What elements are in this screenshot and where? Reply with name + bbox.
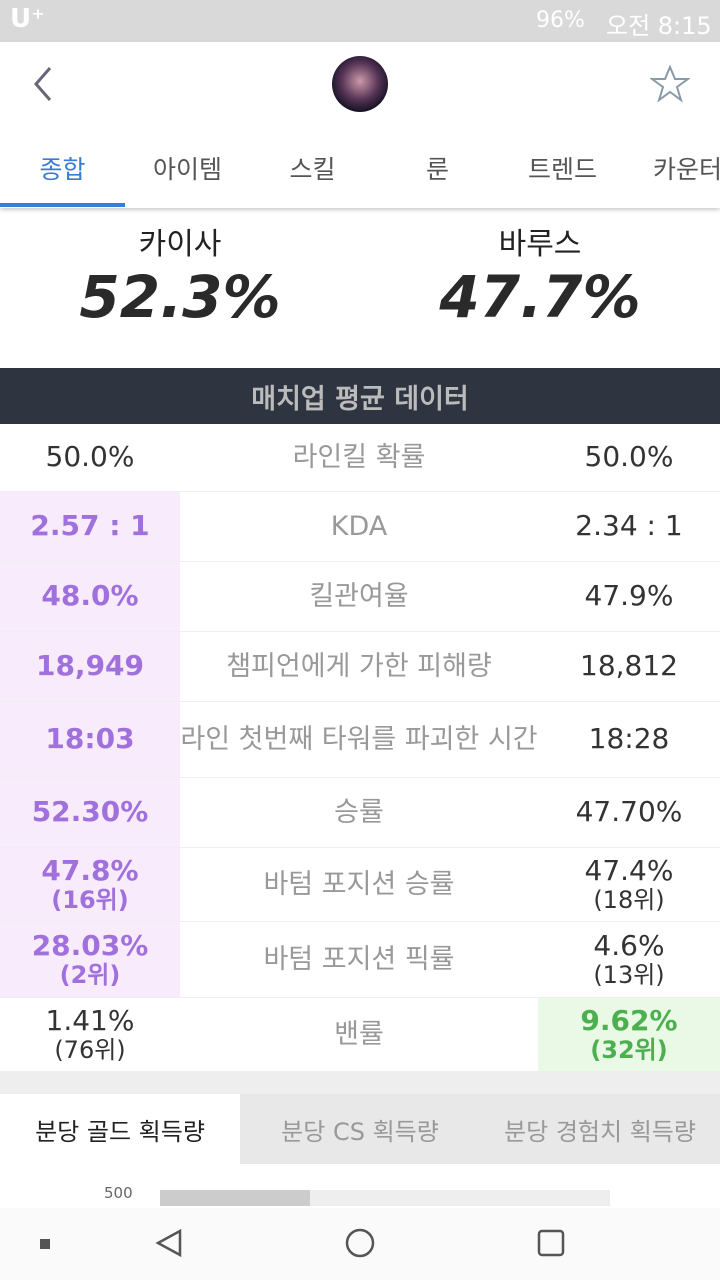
stat-tab[interactable]: 분당 골드 획득량 (0, 1094, 240, 1164)
chart-tick: 500 (104, 1184, 133, 1202)
champion-avatar (332, 56, 388, 112)
right-value: 47.70% (538, 778, 720, 847)
value: 52.30% (31, 795, 149, 829)
nav-buttons (40, 1228, 565, 1258)
favorite-star[interactable] (650, 64, 690, 104)
rank: (13위) (593, 960, 665, 989)
left-value: 47.8% (16위) (0, 848, 180, 921)
stat-label: 라인킬 확률 (292, 441, 426, 473)
table-title: 매치업 평균 데이터 (0, 368, 720, 424)
tab-indicator (0, 203, 125, 207)
stat-label: 바텀 포지션 픽률 (263, 943, 455, 975)
stat-label: 바텀 포지션 승률 (263, 868, 455, 900)
value: 47.9% (584, 579, 674, 613)
left-value: 2.57 : 1 (0, 492, 180, 561)
value: 47.4% (584, 853, 674, 887)
tab[interactable]: 아이템 (152, 155, 222, 184)
right-champion: 바루스 47.7% (360, 215, 720, 335)
stat-label: 밴률 (334, 1018, 384, 1050)
battery: 96% (536, 8, 585, 33)
value: 18,949 (35, 649, 145, 683)
left-value: 1.41% (76위) (0, 998, 180, 1071)
value: 47.8% (41, 853, 139, 887)
champion-name: 카이사 (138, 227, 222, 262)
divider (0, 1072, 720, 1094)
value: 50.0% (45, 440, 135, 474)
rank: (32위) (590, 1035, 668, 1064)
table-row[interactable]: 18,949 챔피언에게 가한 피해량 18,812 (0, 632, 720, 702)
rank: (76위) (54, 1035, 126, 1064)
right-value: 47.4% (18위) (538, 848, 720, 921)
stat-label: 승률 (334, 796, 384, 828)
win-rate: 47.7% (439, 263, 641, 331)
tab[interactable]: 룬 (425, 155, 449, 184)
tab[interactable]: 종합 (39, 155, 86, 184)
value: 2.57 : 1 (30, 509, 150, 543)
stat-label: 킬관여율 (309, 580, 409, 612)
table-row[interactable]: 2.57 : 1 KDA 2.34 : 1 (0, 492, 720, 562)
tab[interactable]: 트렌드 (527, 155, 597, 184)
left-value: 18,949 (0, 632, 180, 701)
header: 종합 아이템 스킬 룬 트렌드 카운터 (0, 42, 720, 208)
status-bar: U⁺ 96% 오전 8:15 (0, 0, 720, 42)
win-rate: 52.3% (79, 263, 281, 331)
tab[interactable]: 카운터 (652, 155, 720, 184)
table-row[interactable]: 47.8% (16위) 바텀 포지션 승률 47.4% (18위) (0, 848, 720, 922)
left-value: 48.0% (0, 562, 180, 631)
value: 28.03% (31, 928, 149, 962)
value: 47.70% (575, 795, 683, 829)
clock: 오전 8:15 (606, 12, 712, 40)
tab[interactable]: 스킬 (289, 155, 336, 184)
value: 18:28 (588, 722, 670, 756)
value: 9.62% (580, 1003, 678, 1037)
stat-tab[interactable]: 분당 경험치 획득량 (480, 1094, 720, 1164)
rank: (16위) (51, 885, 129, 914)
stat-label: KDA (330, 510, 388, 542)
right-value: 4.6% (13위) (538, 922, 720, 997)
stat-tab[interactable]: 분당 CS 획득량 (240, 1094, 480, 1164)
table-row[interactable]: 28.03% (2위) 바텀 포지션 픽률 4.6% (13위) (0, 922, 720, 998)
stat-label: 라인 첫번째 타워를 파괴한 시간 (180, 723, 538, 755)
value: 18,812 (580, 649, 678, 683)
value: 1.41% (45, 1003, 135, 1037)
rank: (18위) (593, 885, 665, 914)
right-value: 18,812 (538, 632, 720, 701)
back-button[interactable] (30, 64, 60, 104)
right-value: 18:28 (538, 702, 720, 777)
table-row[interactable]: 48.0% 킬관여율 47.9% (0, 562, 720, 632)
carrier: U⁺ (10, 4, 45, 34)
left-value: 50.0% (0, 424, 180, 491)
table-row[interactable]: 52.30% 승률 47.70% (0, 778, 720, 848)
nav-bar (0, 1208, 720, 1280)
right-value: 2.34 : 1 (538, 492, 720, 561)
right-value: 47.9% (538, 562, 720, 631)
table-row[interactable]: 50.0% 라인킬 확률 50.0% (0, 424, 720, 492)
value: 4.6% (593, 928, 665, 962)
value: 48.0% (41, 579, 139, 613)
left-value: 18:03 (0, 702, 180, 777)
right-value: 9.62% (32위) (538, 998, 720, 1071)
left-value: 28.03% (2위) (0, 922, 180, 997)
left-champion: 카이사 52.3% (0, 215, 360, 335)
value: 18:03 (45, 722, 135, 756)
value: 50.0% (584, 440, 674, 474)
rank: (2위) (59, 960, 121, 989)
left-value: 52.30% (0, 778, 180, 847)
table-row[interactable]: 18:03 라인 첫번째 타워를 파괴한 시간 18:28 (0, 702, 720, 778)
table-row[interactable]: 1.41% (76위) 밴률 9.62% (32위) (0, 998, 720, 1072)
right-value: 50.0% (538, 424, 720, 491)
value: 2.34 : 1 (575, 509, 683, 543)
chart-track (160, 1190, 610, 1206)
champion-name: 바루스 (498, 227, 582, 262)
stat-label: 챔피언에게 가한 피해량 (226, 650, 492, 682)
